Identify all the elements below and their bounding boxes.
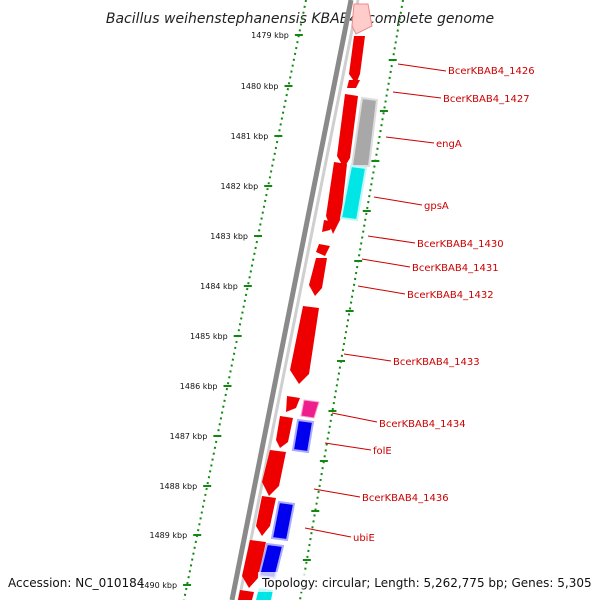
gene-label[interactable]: engA	[436, 139, 462, 150]
gene-label[interactable]: ubiE	[353, 533, 375, 544]
scale-tick-label: 1484 kbp	[200, 282, 238, 291]
gene-feature	[290, 306, 319, 384]
gene-label[interactable]: folE	[373, 446, 392, 457]
gene-feature	[349, 36, 365, 84]
gene-feature	[256, 496, 276, 536]
gene-label-leader	[385, 136, 435, 144]
gene-label[interactable]: BcerKBAB4_1432	[407, 290, 494, 301]
gene-label[interactable]: BcerKBAB4_1426	[448, 66, 535, 77]
scale-tick-label: 1488 kbp	[159, 482, 197, 491]
gene-labels: BcerKBAB4_1426 BcerKBAB4_1427 engA gpsA Bcer…	[304, 63, 535, 544]
gene-label[interactable]: BcerKBAB4_1430	[417, 239, 504, 250]
accession-text: Accession: NC_010184	[8, 576, 144, 590]
scale-tick-label: 1486 kbp	[180, 382, 218, 391]
scale-tick-label: 1490 kbp	[139, 581, 177, 590]
gene-label[interactable]: BcerKBAB4_1427	[443, 94, 530, 105]
gene-feature	[337, 94, 358, 168]
gene-feature	[326, 162, 347, 234]
gene-feature	[291, 418, 315, 454]
gene-label-leader	[367, 235, 416, 244]
gene-label-leader	[331, 412, 378, 423]
gene-feature	[286, 396, 300, 412]
gene-feature	[309, 258, 327, 296]
gene-label-leader	[357, 285, 406, 295]
gene-feature	[242, 540, 266, 588]
gene-label[interactable]: gpsA	[424, 201, 449, 212]
gene-label-leader	[343, 353, 392, 362]
gene-feature	[351, 3, 373, 35]
gene-feature	[347, 80, 360, 88]
map-title: Bacillus weihenstephanensis KBAB4, compl…	[106, 11, 494, 27]
gene-feature	[276, 416, 293, 448]
scale-ring	[183, 0, 307, 600]
scale-tick-label: 1479 kbp	[251, 31, 289, 40]
scale-tick-label: 1481 kbp	[231, 132, 269, 141]
scale-tick-label: 1485 kbp	[190, 332, 228, 341]
gene-feature	[270, 500, 296, 542]
gene-label[interactable]: BcerKBAB4_1436	[362, 493, 449, 504]
gene-feature	[300, 399, 320, 419]
scale-tick-label: 1489 kbp	[150, 531, 188, 540]
genome-backbone	[229, 0, 354, 600]
gene-feature	[316, 244, 330, 256]
gene-feature	[339, 164, 368, 222]
gene-label-leader	[392, 91, 442, 99]
gene-feature	[262, 450, 286, 496]
gene-label-leader	[361, 258, 411, 268]
scale-ticks: 1479 kbp 1480 kbp 1481 kbp 1482 kbp 1483 kbp…	[139, 31, 397, 590]
gene-feature	[322, 220, 335, 232]
scale-tick-label: 1487 kbp	[170, 432, 208, 441]
scale-tick-label: 1480 kbp	[241, 82, 279, 91]
scale-tick-label: 1483 kbp	[210, 232, 248, 241]
gene-label-leader	[324, 442, 372, 451]
footer-backdrop	[258, 572, 600, 592]
gene-label-leader	[373, 196, 423, 206]
gene-feature	[350, 96, 379, 167]
gene-features	[238, 3, 379, 600]
gene-label-leader	[304, 527, 352, 538]
gene-feature	[238, 590, 254, 600]
gene-label[interactable]: BcerKBAB4_1431	[412, 263, 499, 274]
gene-label-leader	[313, 488, 361, 498]
gene-label[interactable]: BcerKBAB4_1433	[393, 357, 480, 368]
scale-tick-label: 1482 kbp	[220, 182, 258, 191]
gene-label[interactable]: BcerKBAB4_1434	[379, 419, 466, 430]
genome-backbone-shadow	[237, 0, 360, 600]
gene-label-leader	[397, 63, 447, 72]
genome-summary-text: Topology: circular; Length: 5,262,775 bp…	[261, 576, 592, 590]
